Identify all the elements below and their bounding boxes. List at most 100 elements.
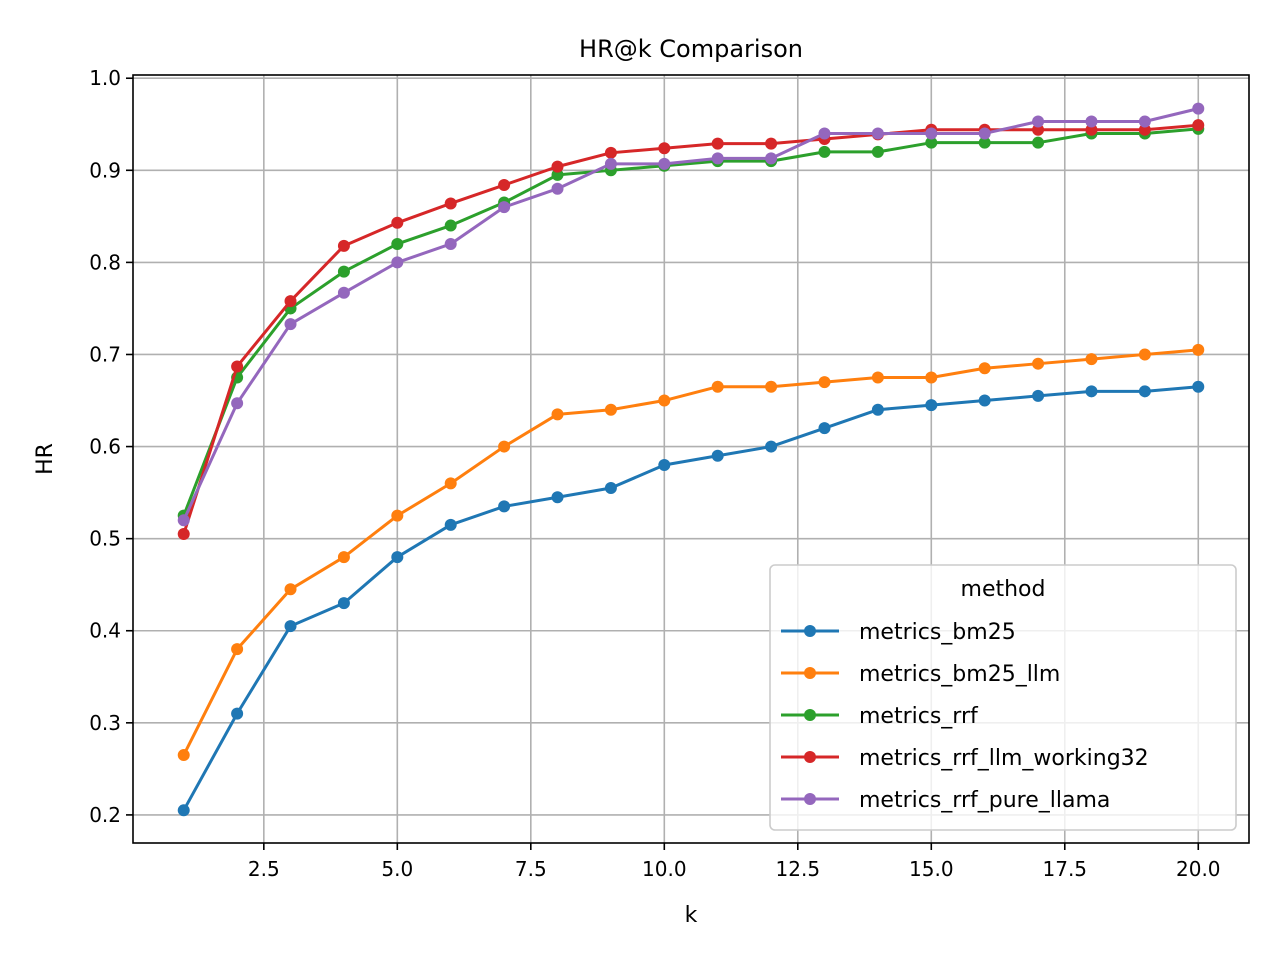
data-point-metrics-bm25-llm (871, 371, 884, 384)
data-point-metrics-bm25-llm (284, 583, 297, 596)
data-point-metrics-rrf-pure-llama (337, 286, 350, 299)
data-point-metrics-rrf-llm-working32 (177, 528, 190, 541)
axis-ticks: 2.5 5.0 7.5 10.0 12.5 15.0 17.5 20.0 0.2 0.3 0.4 0.… (89, 66, 1220, 881)
series-metrics-bm25 (177, 380, 1205, 817)
legend-marker (804, 625, 816, 637)
data-point-metrics-bm25-llm (658, 394, 671, 407)
y-tick-label: 0.7 (89, 342, 121, 366)
y-tick-label: 0.8 (89, 250, 121, 274)
series-metrics-bm25-llm (177, 343, 1205, 762)
data-point-metrics-bm25 (978, 394, 991, 407)
data-point-metrics-bm25-llm (711, 380, 724, 393)
data-point-metrics-rrf (444, 219, 457, 232)
data-point-metrics-bm25-llm (444, 477, 457, 490)
x-tick-label: 5.0 (381, 857, 413, 881)
data-point-metrics-bm25 (871, 403, 884, 416)
data-point-metrics-bm25-llm (765, 380, 778, 393)
legend-item-metrics-rrf: metrics_rrf (781, 704, 979, 729)
legend-title: method (961, 577, 1046, 602)
data-point-metrics-rrf-pure-llama (711, 152, 724, 165)
data-point-metrics-rrf-llm-working32 (498, 179, 511, 192)
series-lines (177, 102, 1205, 817)
series-line-metrics-rrf-llm-working32 (182, 123, 1199, 535)
data-point-metrics-bm25 (765, 440, 778, 453)
x-tick-label: 7.5 (515, 857, 547, 881)
legend-marker (804, 667, 816, 679)
y-tick-label: 1.0 (89, 66, 121, 90)
series-line-metrics-rrf-pure-llama (182, 107, 1199, 521)
y-tick-label: 0.6 (89, 435, 121, 459)
data-point-metrics-bm25 (1192, 380, 1205, 393)
data-point-metrics-bm25-llm (818, 376, 831, 389)
data-point-metrics-bm25 (337, 597, 350, 610)
legend-marker (804, 751, 816, 763)
data-point-metrics-rrf-llm-working32 (391, 216, 404, 229)
data-point-metrics-rrf (925, 136, 938, 149)
data-point-metrics-rrf-llm-working32 (444, 197, 457, 210)
legend-box (769, 564, 1237, 831)
data-point-metrics-rrf-llm-working32 (658, 142, 671, 155)
data-point-metrics-rrf-pure-llama (1085, 115, 1098, 128)
x-tick-label: 12.5 (776, 857, 821, 881)
data-point-metrics-bm25 (498, 500, 511, 513)
data-point-metrics-bm25 (925, 399, 938, 412)
data-point-metrics-rrf-llm-working32 (231, 360, 244, 373)
legend-label: metrics_rrf_pure_llama (859, 788, 1110, 813)
data-point-metrics-rrf (978, 136, 991, 149)
data-point-metrics-bm25 (284, 620, 297, 633)
data-point-metrics-rrf-pure-llama (1032, 115, 1045, 128)
data-point-metrics-rrf (818, 145, 831, 158)
data-point-metrics-rrf (391, 237, 404, 250)
x-axis-title: k (685, 903, 698, 928)
data-point-metrics-rrf-llm-working32 (1085, 123, 1098, 136)
data-point-metrics-bm25-llm (925, 371, 938, 384)
x-tick-label: 20.0 (1176, 857, 1221, 881)
data-point-metrics-rrf-llm-working32 (551, 160, 564, 173)
data-point-metrics-bm25 (231, 707, 244, 720)
data-point-metrics-rrf-pure-llama (978, 127, 991, 140)
legend: method metrics_bm25 metrics_bm25_llmmetri… (769, 564, 1237, 831)
data-point-metrics-rrf (1032, 136, 1045, 149)
data-point-metrics-rrf-pure-llama (391, 256, 404, 269)
data-point-metrics-bm25-llm (1192, 343, 1205, 356)
data-point-metrics-bm25 (1085, 385, 1098, 398)
data-point-metrics-rrf (337, 265, 350, 278)
series-line-metrics-bm25-llm (182, 348, 1199, 756)
data-point-metrics-bm25 (818, 422, 831, 435)
data-point-metrics-rrf-pure-llama (177, 514, 190, 527)
data-point-metrics-bm25-llm (1032, 357, 1045, 370)
data-point-metrics-rrf-pure-llama (871, 127, 884, 140)
data-point-metrics-bm25 (1032, 389, 1045, 402)
legend-item-metrics-bm25: metrics_bm25 (781, 620, 1016, 645)
data-point-metrics-bm25-llm (391, 509, 404, 522)
data-point-metrics-rrf-pure-llama (658, 157, 671, 170)
data-point-metrics-rrf-pure-llama (444, 237, 457, 250)
series-metrics-rrf-pure-llama (177, 102, 1205, 527)
series-line-metrics-rrf (182, 127, 1199, 517)
data-point-metrics-rrf-pure-llama (1192, 102, 1205, 115)
data-point-metrics-rrf (551, 168, 564, 181)
legend-item-metrics-bm25-llm: metrics_bm25_llm (781, 662, 1060, 687)
y-tick-label: 0.9 (89, 158, 121, 182)
x-tick-label: 10.0 (642, 857, 687, 881)
legend-item-metrics-rrf-pure-llama: metrics_rrf_pure_llama (781, 788, 1110, 813)
data-point-metrics-bm25 (604, 482, 617, 495)
y-tick-label: 0.5 (89, 527, 121, 551)
legend-marker (804, 793, 816, 805)
legend-marker (804, 709, 816, 721)
data-point-metrics-bm25 (711, 449, 724, 462)
x-tick-label: 15.0 (909, 857, 954, 881)
data-point-metrics-rrf-pure-llama (498, 201, 511, 214)
data-point-metrics-rrf-llm-working32 (711, 137, 724, 150)
data-point-metrics-rrf-pure-llama (925, 127, 938, 140)
data-point-metrics-bm25-llm (337, 551, 350, 564)
data-point-metrics-bm25 (177, 804, 190, 817)
data-point-metrics-bm25-llm (177, 749, 190, 762)
data-point-metrics-bm25-llm (551, 408, 564, 421)
legend-label: metrics_rrf_llm_working32 (859, 746, 1149, 771)
data-point-metrics-rrf-pure-llama (551, 182, 564, 195)
data-point-metrics-bm25-llm (604, 403, 617, 416)
legend-label: metrics_rrf (859, 704, 979, 729)
legend-item-metrics-rrf-llm-working32: metrics_rrf_llm_working32 (781, 746, 1149, 771)
